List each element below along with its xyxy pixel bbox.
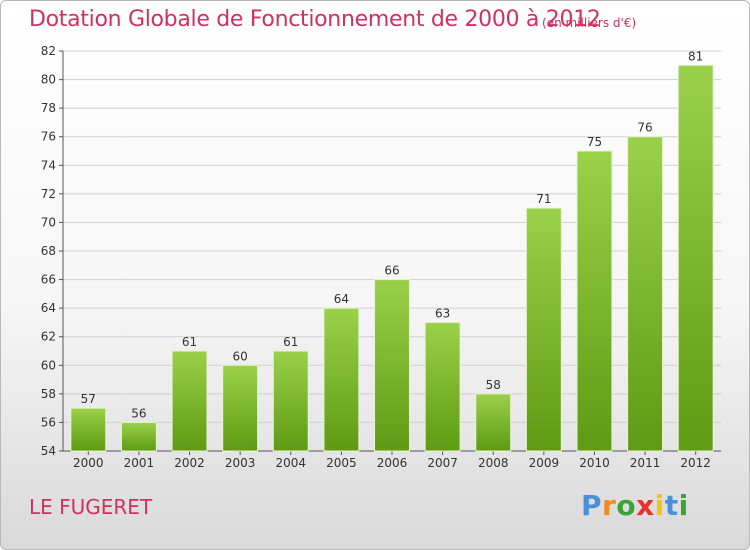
logo-letter: r (602, 489, 617, 522)
bar-2002[interactable] (171, 350, 208, 452)
labels: 54 56 58 60 62 64 66 68 70 72 74 76 78 80 82 57 2000 56 20… (41, 44, 711, 470)
bar-2010[interactable] (576, 150, 613, 452)
logo-letter: t (664, 489, 679, 522)
value-label-2008: 58 (486, 378, 501, 392)
x-tick-label-2009: 2009 (529, 456, 560, 470)
y-tick-label: 60 (41, 358, 56, 372)
y-tick-label: 64 (41, 301, 56, 315)
bar-2008[interactable] (475, 393, 512, 452)
value-label-2001: 56 (131, 406, 146, 420)
value-label-2000: 57 (81, 392, 96, 406)
x-tick-label-2002: 2002 (174, 456, 205, 470)
bar-2011[interactable] (627, 136, 664, 452)
y-tick-label: 66 (41, 273, 56, 287)
y-tick-label: 78 (41, 101, 56, 115)
x-tick-label-2012: 2012 (680, 456, 711, 470)
y-tick-label: 54 (41, 444, 56, 458)
x-tick-label-2006: 2006 (377, 456, 408, 470)
bar-2006[interactable] (374, 279, 410, 452)
bars (70, 64, 714, 452)
logo-letter: P (581, 489, 603, 522)
x-tick-label-2007: 2007 (427, 456, 458, 470)
y-tick-label: 72 (41, 187, 56, 201)
value-label-2011: 76 (637, 121, 652, 135)
y-tick-label: 74 (41, 158, 56, 172)
y-tick-label: 80 (41, 73, 56, 87)
bar-2000[interactable] (70, 407, 107, 452)
x-tick-label-2003: 2003 (225, 456, 256, 470)
y-tick-label: 58 (41, 387, 56, 401)
logo-letter: i (678, 489, 689, 522)
x-tick-label-2000: 2000 (73, 456, 104, 470)
y-tick-label: 62 (41, 330, 56, 344)
bar-2003[interactable] (222, 364, 259, 452)
x-tick-label-2008: 2008 (478, 456, 509, 470)
bar-2009[interactable] (525, 207, 562, 452)
x-tick-label-2011: 2011 (630, 456, 661, 470)
value-label-2006: 66 (384, 264, 399, 278)
chart-title: Dotation Globale de Fonctionnement de 20… (29, 7, 601, 32)
value-label-2004: 61 (283, 335, 298, 349)
value-label-2007: 63 (435, 306, 450, 320)
logo-letter: i (654, 489, 665, 522)
y-tick-label: 56 (41, 415, 56, 429)
value-label-2005: 64 (334, 292, 349, 306)
value-label-2010: 75 (587, 135, 602, 149)
y-tick-label: 76 (41, 130, 56, 144)
value-label-2012: 81 (688, 49, 703, 63)
proxiti-logo[interactable]: Proxiti (581, 489, 689, 522)
bar-2005[interactable] (323, 307, 360, 452)
x-tick-label-2005: 2005 (326, 456, 357, 470)
bar-2001[interactable] (120, 421, 157, 452)
chart-unit: (en milliers d'€) (542, 16, 637, 30)
bar-2004[interactable] (272, 350, 309, 452)
logo-letter: x (636, 489, 655, 522)
x-tick-label-2001: 2001 (124, 456, 155, 470)
y-tick-label: 68 (41, 244, 56, 258)
commune-name: LE FUGERET (29, 495, 153, 519)
value-label-2003: 60 (233, 349, 248, 363)
bar-2012[interactable] (677, 64, 714, 452)
x-tick-label-2004: 2004 (275, 456, 306, 470)
logo-letter: o (616, 489, 637, 522)
x-tick-label-2010: 2010 (579, 456, 610, 470)
y-tick-label: 70 (41, 215, 56, 229)
bar-2007[interactable] (424, 321, 461, 452)
y-tick-label: 82 (41, 44, 56, 58)
value-label-2009: 71 (536, 192, 551, 206)
value-label-2002: 61 (182, 335, 197, 349)
